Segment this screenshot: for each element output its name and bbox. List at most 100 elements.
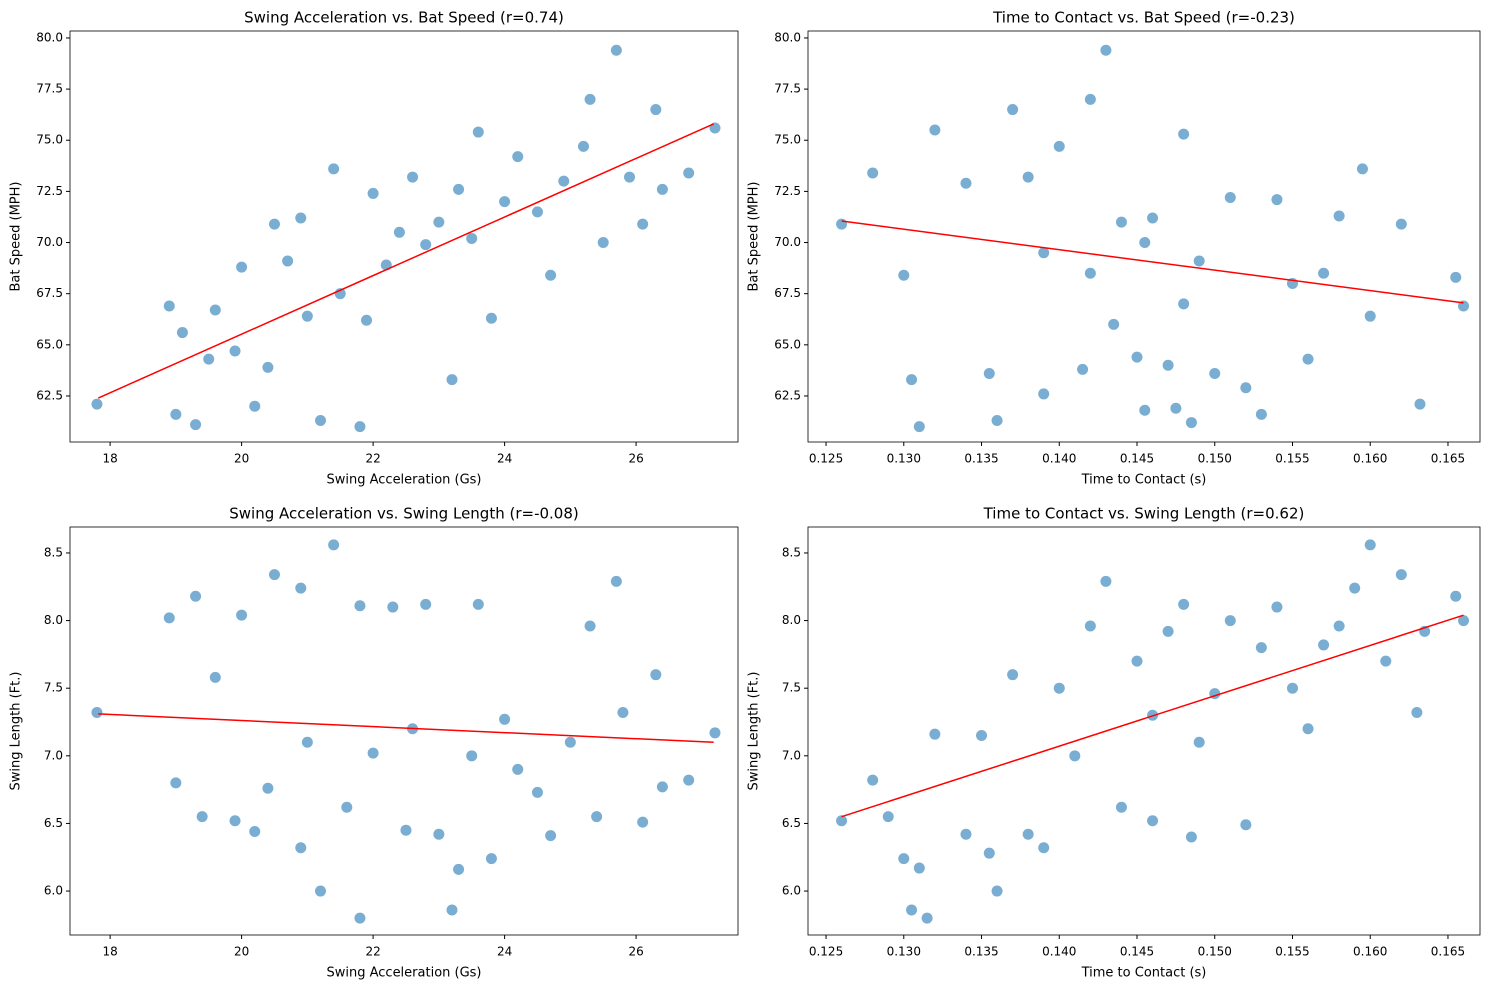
y-axis-label: Swing Length (Ft.) [747, 672, 762, 791]
point [591, 811, 603, 823]
x-tick-label: 0.160 [1353, 452, 1387, 466]
point [1450, 590, 1462, 602]
point [472, 598, 484, 610]
point [1255, 642, 1267, 654]
point [354, 912, 366, 924]
point [1380, 655, 1392, 667]
point [433, 216, 445, 228]
point [531, 786, 543, 798]
point [236, 261, 248, 273]
y-tick-label: 7.0 [782, 748, 801, 762]
y-tick-label: 75.0 [774, 133, 801, 147]
point [991, 885, 1003, 897]
point [163, 612, 175, 624]
point [1084, 267, 1096, 279]
point [683, 774, 695, 786]
point [709, 727, 721, 739]
point [315, 415, 326, 427]
y-tick-label: 7.5 [782, 681, 801, 695]
x-tick-label: 26 [628, 945, 643, 959]
x-tick-label: 0.135 [964, 945, 998, 959]
x-axis-label: Time to Contact (s) [1081, 473, 1207, 488]
point [1053, 682, 1065, 694]
point [295, 582, 307, 594]
y-tick-label: 8.5 [782, 545, 801, 559]
point [584, 93, 596, 105]
point [558, 175, 570, 187]
point [91, 707, 103, 719]
chart-title: Time to Contact vs. Bat Speed (r=-0.23) [992, 9, 1295, 27]
point [91, 398, 103, 410]
x-tick-label: 18 [102, 452, 117, 466]
y-tick-label: 67.5 [36, 286, 63, 300]
point [1084, 620, 1096, 632]
y-tick-label: 8.5 [44, 545, 63, 559]
y-tick-label: 6.0 [44, 884, 63, 898]
point [898, 853, 910, 865]
y-tick-label: 6.5 [782, 816, 801, 830]
point [1038, 388, 1050, 400]
point [380, 259, 392, 271]
point [1038, 247, 1050, 259]
point [1131, 351, 1143, 363]
point [1414, 398, 1426, 410]
point [249, 400, 261, 412]
point [882, 811, 894, 823]
point [420, 598, 432, 610]
point [976, 730, 988, 742]
point [1286, 682, 1298, 694]
point [1100, 44, 1112, 56]
point [1185, 831, 1197, 843]
point [170, 408, 182, 420]
point [1333, 620, 1345, 632]
regression-line [97, 123, 714, 399]
point [584, 620, 596, 632]
point [1162, 625, 1174, 637]
point [836, 218, 848, 230]
point [446, 904, 458, 916]
point [466, 750, 478, 762]
point [367, 747, 379, 759]
point [1364, 539, 1376, 551]
x-tick-label: 0.150 [1198, 945, 1232, 959]
point [531, 206, 543, 218]
point [1333, 210, 1345, 222]
point [393, 226, 405, 238]
y-tick-label: 72.5 [774, 184, 801, 198]
point [367, 187, 379, 199]
x-tick-label: 0.155 [1275, 452, 1309, 466]
x-tick-label: 0.140 [1042, 945, 1076, 959]
axes-frame [69, 526, 739, 936]
point [1364, 310, 1376, 322]
point [1271, 601, 1283, 613]
point [1255, 408, 1267, 420]
point [190, 590, 202, 602]
axes-frame [69, 30, 739, 443]
x-tick-label: 0.125 [809, 945, 843, 959]
point [906, 374, 918, 386]
point [499, 196, 511, 208]
x-axis-label: Time to Contact (s) [1081, 966, 1207, 981]
point [466, 232, 478, 244]
y-tick-label: 7.0 [44, 748, 63, 762]
point [190, 419, 202, 431]
axes-frame [807, 30, 1481, 443]
point [1240, 819, 1252, 831]
point [656, 781, 668, 793]
point [1170, 402, 1182, 414]
y-tick-label: 65.0 [774, 337, 801, 351]
point [328, 539, 340, 551]
point [983, 847, 995, 859]
chart-title: Swing Acceleration vs. Bat Speed (r=0.74… [244, 9, 564, 27]
x-tick-label: 26 [628, 452, 643, 466]
point [1185, 417, 1197, 429]
point [170, 777, 182, 789]
x-tick-label: 22 [365, 945, 380, 959]
point [1318, 639, 1330, 651]
point [1053, 140, 1065, 152]
point [983, 367, 995, 379]
point [1458, 615, 1470, 627]
point [709, 122, 721, 134]
point [354, 600, 366, 612]
point [163, 300, 175, 312]
